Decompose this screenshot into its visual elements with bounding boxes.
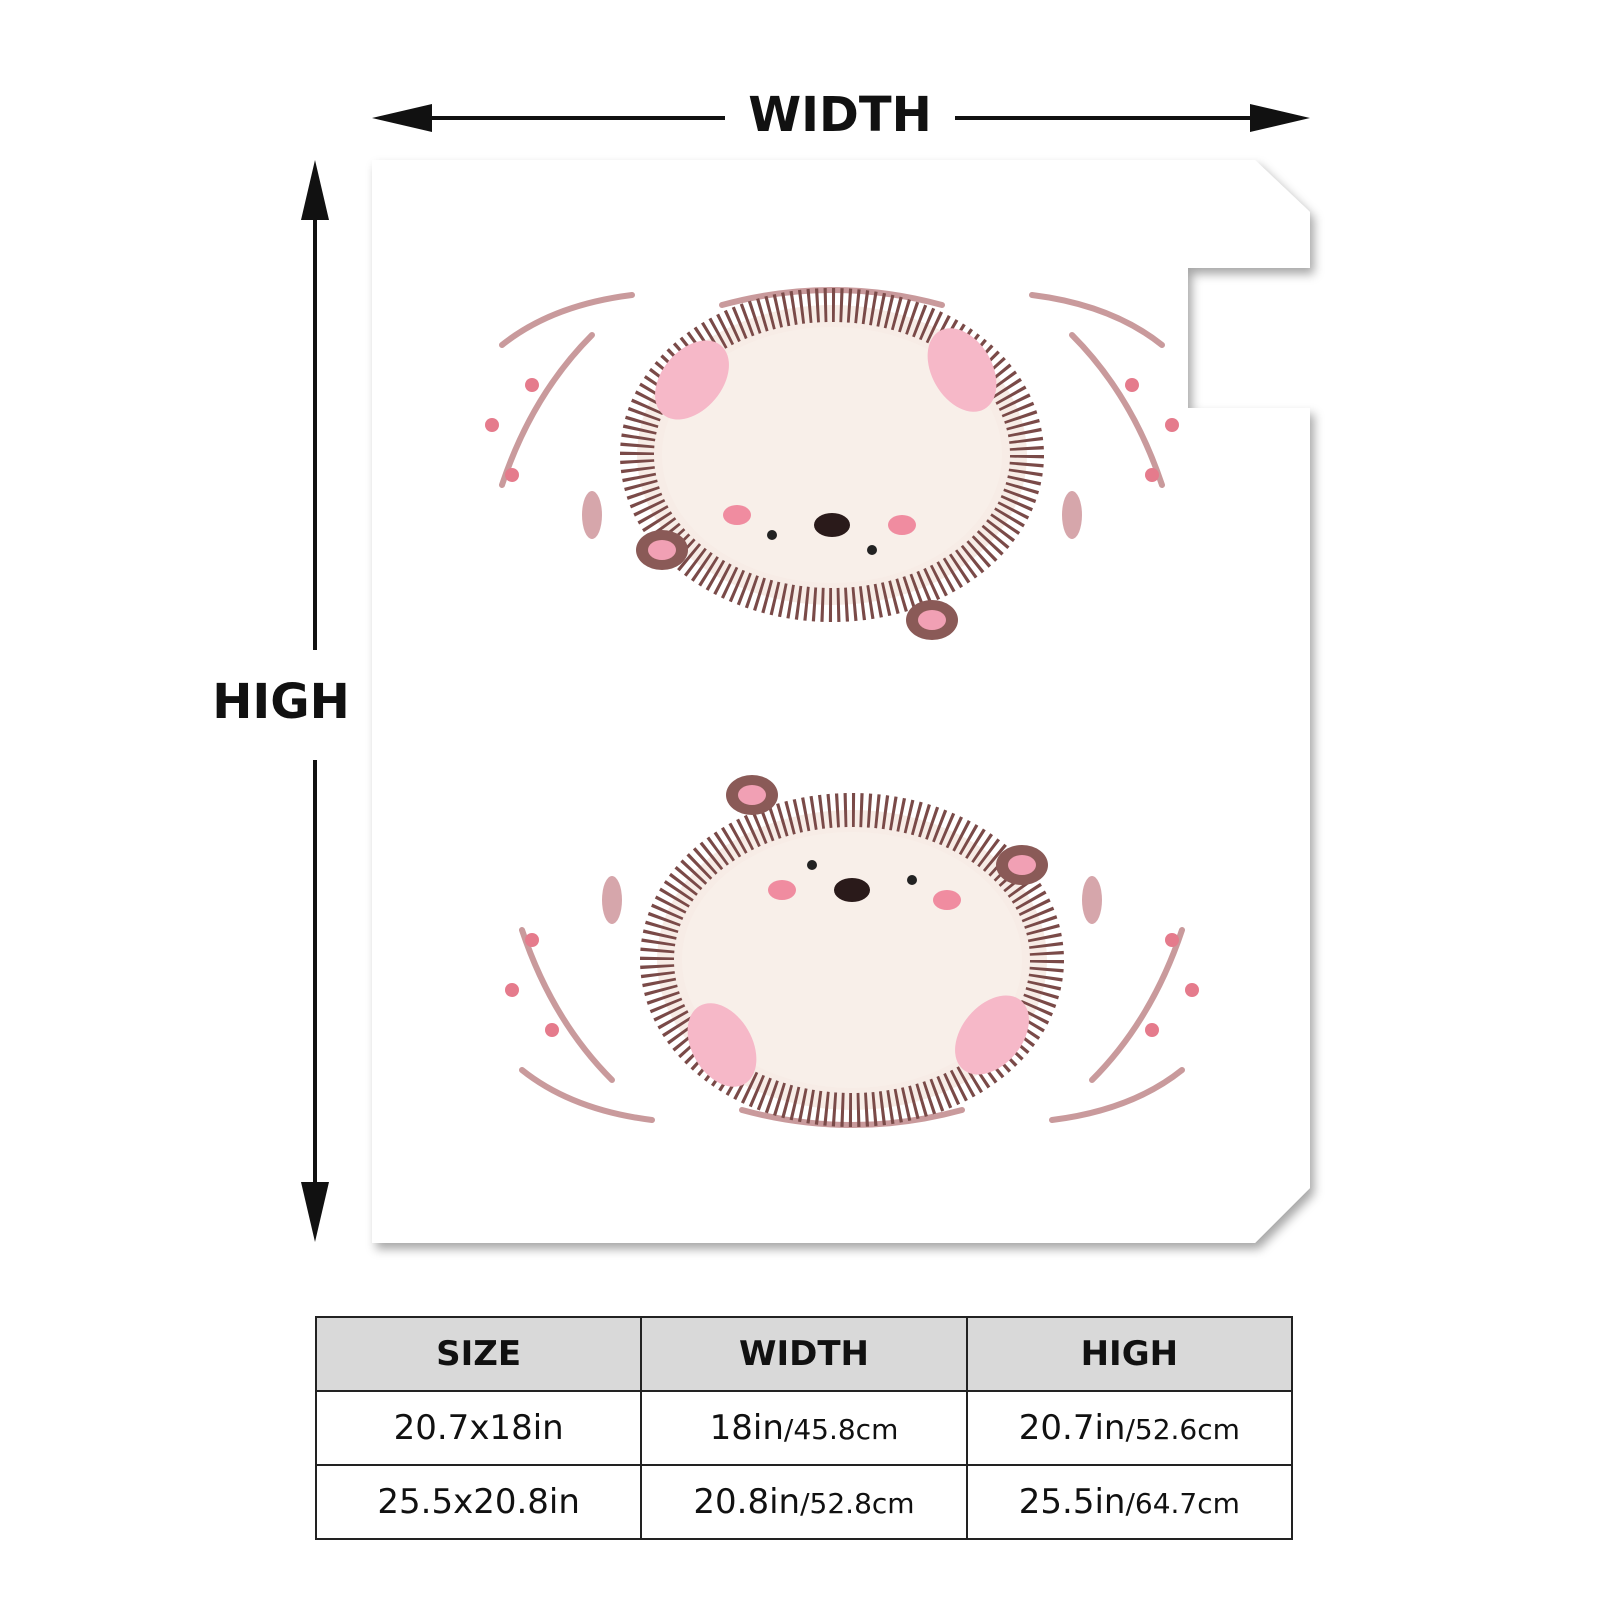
table-cell: 25.5in/64.7cm — [965, 1464, 1294, 1540]
width-label: WIDTH — [748, 87, 932, 143]
cell-main: 25.5x20.8in — [377, 1482, 580, 1522]
table-cell: 20.7x18in — [314, 1390, 643, 1466]
cell-main: 25.5in — [1018, 1482, 1126, 1522]
width-arrow — [372, 104, 1310, 132]
table-cell: 25.5x20.8in — [314, 1464, 643, 1540]
header-cell: SIZE — [314, 1316, 643, 1392]
header-row: SIZE WIDTH HIGH — [314, 1316, 1294, 1392]
cell-sub: /52.6cm — [1125, 1413, 1240, 1446]
table-cell: 18in/45.8cm — [640, 1390, 968, 1466]
table-row: 25.5x20.8in 20.8in/52.8cm 25.5in/64.7cm — [314, 1464, 1294, 1540]
product-panel — [372, 160, 1310, 1243]
table-cell: 20.7in/52.6cm — [965, 1390, 1294, 1466]
cell-sub: /45.8cm — [783, 1413, 899, 1446]
size-table: SIZE WIDTH HIGH 20.7x18in 18in/45.8cm 20.7in… — [314, 1316, 1294, 1540]
height-arrow — [301, 160, 329, 1242]
table-cell: 20.8in/52.8cm — [640, 1464, 968, 1540]
cell-sub: /52.8cm — [800, 1487, 915, 1520]
cell-main: 20.7x18in — [393, 1408, 564, 1448]
header-cell: WIDTH — [640, 1316, 968, 1392]
illustration: WIDTH HIGH — [212, 87, 1310, 1243]
cell-main: 18in — [709, 1408, 784, 1448]
cell-main: 20.7in — [1018, 1408, 1126, 1448]
height-label: HIGH — [212, 674, 350, 730]
table-row: 20.7x18in 18in/45.8cm 20.7in/52.6cm — [314, 1390, 1294, 1466]
cell-main: 20.8in — [693, 1482, 801, 1522]
header-cell: HIGH — [965, 1316, 1294, 1392]
cell-sub: /64.7cm — [1125, 1487, 1240, 1520]
